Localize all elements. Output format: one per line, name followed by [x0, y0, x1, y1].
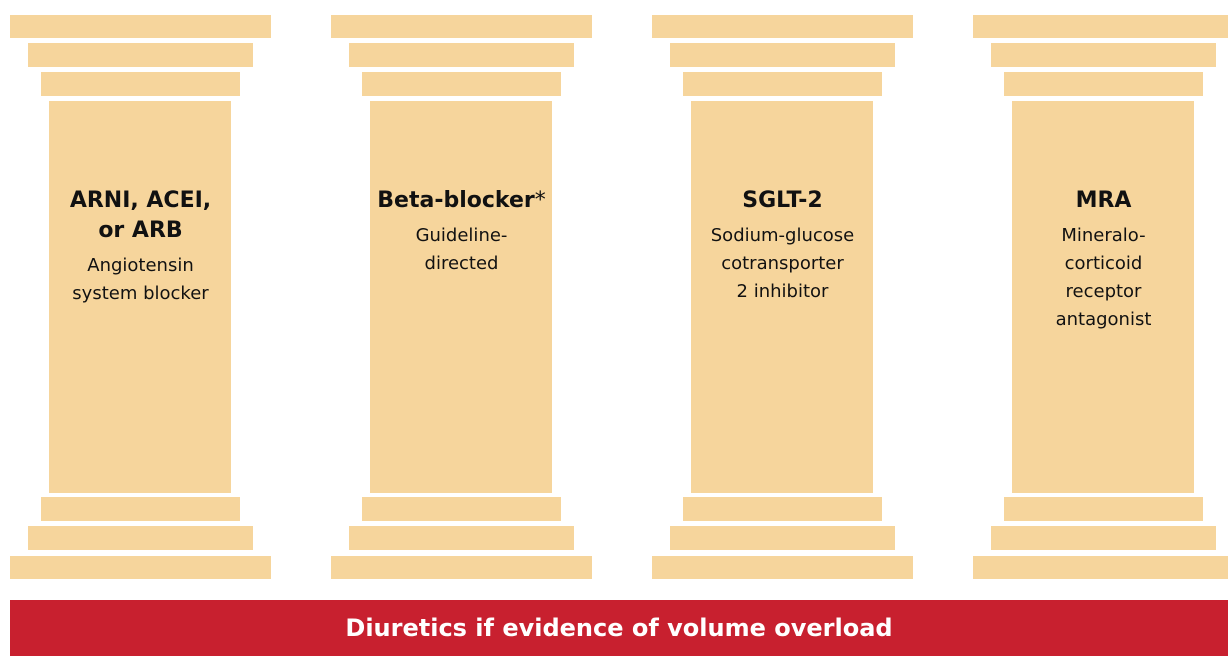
title-line: or ARB	[98, 218, 183, 243]
pillar-slab	[331, 15, 592, 38]
pillar-shaft	[49, 101, 231, 493]
subtitle-line: Sodium-glucose	[710, 225, 855, 246]
pillar-subtitle: Angiotensin system blocker	[39, 252, 242, 308]
pillar-title: ARNI, ACEI,	[39, 186, 242, 216]
subtitle-line: 2 inhibitor	[736, 281, 829, 302]
pillar-text: ARNI, ACEI, or ARB Angiotensin system block…	[39, 186, 242, 308]
title-line: MRA	[1075, 188, 1132, 213]
subtitle-line: receptor	[1065, 281, 1142, 302]
pillar-subtitle: Mineralo-corticoid receptor antagonist	[1002, 222, 1205, 334]
pillar-shaft	[691, 101, 873, 493]
pillar-slab	[683, 497, 882, 521]
pillar-slab	[973, 15, 1228, 38]
pillar-title: or ARB	[39, 216, 242, 246]
title-line: Beta-blocker	[377, 188, 535, 213]
subtitle-line: directed	[424, 253, 499, 274]
pillar-slab	[1004, 72, 1203, 96]
pillar-slab	[28, 526, 253, 550]
subtitle-line: Angiotensin	[87, 255, 194, 276]
pillar-slab	[652, 556, 913, 579]
pillar-slab	[28, 43, 253, 67]
pillar-shaft	[370, 101, 552, 493]
pillar-slab	[41, 72, 240, 96]
pillar-title: Beta-blocker*	[360, 186, 563, 216]
subtitle-line: Guideline-	[415, 225, 508, 246]
pillar-slab	[991, 526, 1216, 550]
pillar-slab	[362, 72, 561, 96]
subtitle-line: system blocker	[72, 283, 209, 304]
pillar-slab	[10, 15, 271, 38]
pillar-slab	[991, 43, 1216, 67]
pillar-slab	[362, 497, 561, 521]
pillar-slab	[670, 526, 895, 550]
pillar-slab	[41, 497, 240, 521]
title-marker: *	[534, 188, 546, 213]
pillar-text: Beta-blocker* Guideline-directed	[360, 186, 563, 278]
pillar-shaft	[1012, 101, 1194, 493]
pillar-subtitle: Sodium-glucose cotransporter 2 inhibitor	[681, 222, 884, 306]
title-line: SGLT-2	[742, 188, 823, 213]
pillar-slab	[349, 43, 574, 67]
title-line: ARNI, ACEI,	[69, 188, 212, 213]
foundation-bar: Diuretics if evidence of volume overload	[10, 600, 1228, 656]
pillar-slab	[973, 556, 1228, 579]
pillar-text: SGLT-2 Sodium-glucose cotransporter 2 inhib…	[681, 186, 884, 306]
subtitle-line: Mineralo-	[1061, 225, 1146, 246]
pillar-slab	[670, 43, 895, 67]
pillar-slab	[683, 72, 882, 96]
subtitle-line: antagonist	[1055, 309, 1152, 330]
pillar-text: MRA Mineralo-corticoid receptor antagonist	[1002, 186, 1205, 334]
subtitle-line: cotransporter	[721, 253, 844, 274]
pillar-subtitle: Guideline-directed	[360, 222, 563, 278]
pillar-slab	[331, 556, 592, 579]
pillar-slab	[1004, 497, 1203, 521]
pillar-title: SGLT-2	[681, 186, 884, 216]
subtitle-line: corticoid	[1064, 253, 1143, 274]
pillar-slab	[349, 526, 574, 550]
pillar-title: MRA	[1002, 186, 1205, 216]
foundation-text: Diuretics if evidence of volume overload	[345, 614, 893, 642]
pillar-slab	[652, 15, 913, 38]
pillar-slab	[10, 556, 271, 579]
